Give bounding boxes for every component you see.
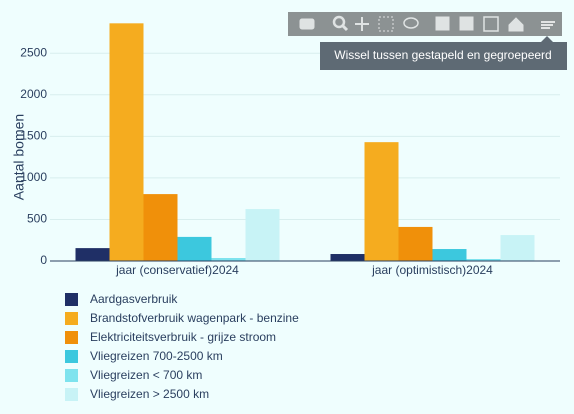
legend-swatch: [65, 388, 78, 401]
y-tick-label: 500: [27, 212, 47, 226]
bar: [211, 258, 246, 261]
bar: [398, 226, 433, 261]
modebar[interactable]: [288, 12, 562, 36]
zoom-in-icon[interactable]: [435, 16, 450, 31]
legend-swatch: [65, 312, 78, 325]
modebar-icons[interactable]: [299, 15, 555, 32]
y-tick-label: 1000: [20, 170, 47, 184]
bar: [75, 248, 110, 261]
bar: [432, 249, 467, 261]
legend-swatch: [65, 293, 78, 306]
toggle-icon[interactable]: [541, 21, 555, 29]
tooltip-bg: [320, 36, 567, 70]
legend-label: Brandstofverbruik wagenpark - benzine: [90, 311, 299, 325]
home-icon[interactable]: [508, 17, 524, 32]
camera-icon[interactable]: [299, 18, 315, 30]
x-tick-label: jaar (optimistisch)2024: [371, 263, 493, 277]
zoom-icon[interactable]: [332, 15, 346, 29]
zoom-icon-handle: [341, 24, 349, 32]
bar: [177, 236, 212, 261]
legend-label: Vliegreizen > 2500 km: [90, 387, 209, 401]
plot-area: 0 500 1000 1500 2000 2500 jaar (conservatief)2…: [20, 23, 560, 277]
y-tick-label: 2500: [20, 45, 47, 59]
x-tick-label: jaar (conservatief)2024: [115, 263, 239, 277]
legend-label: Vliegreizen 700-2500 km: [90, 349, 223, 363]
y-tick-label: 1500: [20, 129, 47, 143]
bar: [245, 209, 280, 261]
pan-icon[interactable]: [355, 17, 369, 31]
tooltip: Wissel tussen gestapeld en gegroepeerd: [320, 36, 567, 70]
bar: [143, 194, 178, 261]
bar: [500, 235, 535, 261]
y-tick-label: 0: [40, 253, 47, 267]
legend-swatch: [65, 350, 78, 363]
lasso-icon[interactable]: [403, 17, 419, 29]
legend-swatch: [65, 331, 78, 344]
zoom-out-icon[interactable]: [459, 16, 474, 31]
bar: [330, 254, 365, 261]
tooltip-text: Wissel tussen gestapeld en gegroepeerd: [334, 48, 551, 62]
autoscale-icon[interactable]: [483, 16, 499, 32]
bar: [364, 142, 399, 261]
legend-label: Aardgasverbruik: [90, 292, 178, 306]
select-icon[interactable]: [378, 16, 394, 32]
y-tick-label: 2000: [20, 87, 47, 101]
legend-label: Vliegreizen < 700 km: [90, 368, 202, 382]
bar: [109, 23, 144, 261]
legend-label: Elektriciteitsverbruik - grijze stroom: [90, 330, 276, 344]
legend-swatch: [65, 369, 78, 382]
bar: [466, 259, 501, 261]
y-axis-title: Aantal bomen: [11, 114, 27, 200]
